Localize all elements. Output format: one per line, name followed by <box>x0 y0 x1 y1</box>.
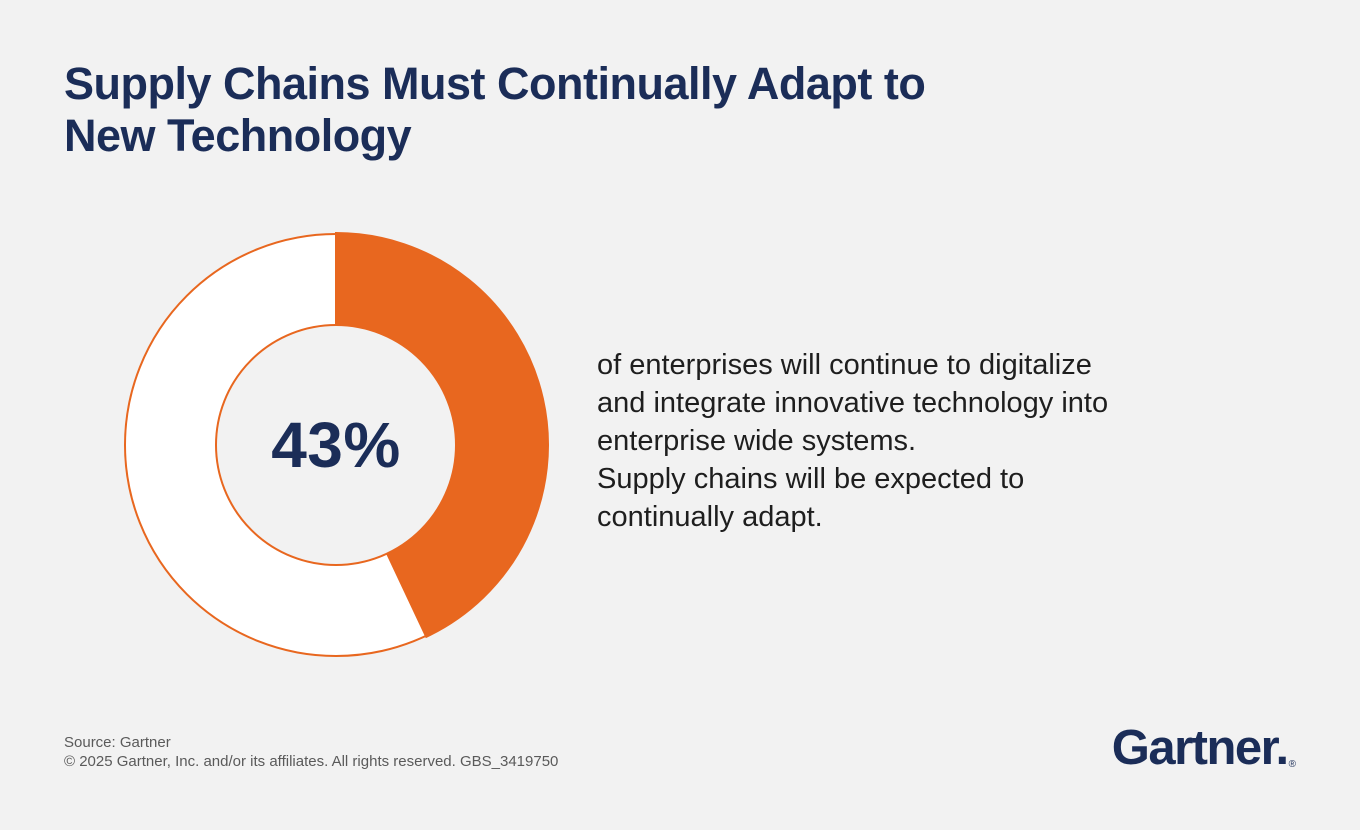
gartner-logo-wordmark: Gartner. <box>1111 721 1289 775</box>
donut-chart-svg <box>124 231 549 657</box>
copyright-line: © 2025 Gartner, Inc. and/or its affiliat… <box>64 753 559 770</box>
donut-center-value: 43% <box>271 409 401 481</box>
gartner-logo: Gartner. ® <box>1112 724 1296 773</box>
donut-chart: 43% <box>122 231 550 659</box>
source-line: Source: Gartner <box>64 734 171 751</box>
registered-trademark-icon: ® <box>1288 759 1296 770</box>
donut-hole <box>215 324 457 566</box>
stat-description: of enterprises will continue to digitali… <box>597 349 1109 533</box>
page-title: Supply Chains Must Continually Adapt to … <box>64 58 926 162</box>
source-block: Source: Gartner © 2025 Gartner, Inc. and… <box>64 733 558 771</box>
